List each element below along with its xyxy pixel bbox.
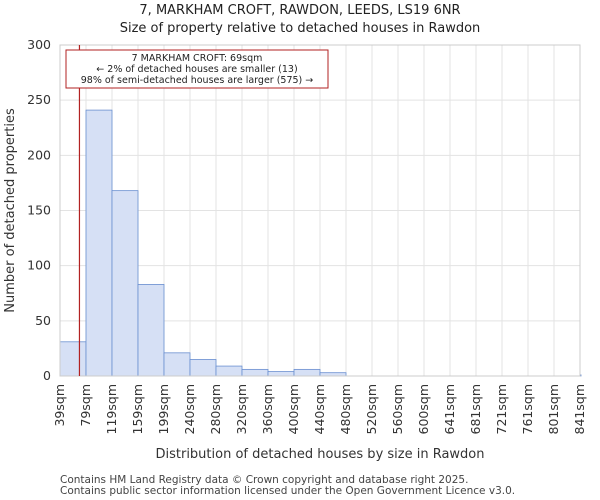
plot-frame [59,44,581,377]
x-tick-label: 560sqm [390,384,405,434]
y-tick-label: 200 [27,147,51,162]
x-tick-label: 681sqm [468,384,483,434]
y-tick-label: 250 [27,92,51,107]
x-tick-label: 600sqm [416,384,431,434]
bar [267,371,295,377]
x-tick-label: 480sqm [338,384,353,434]
x-tick-label: 761sqm [520,384,535,434]
x-tick-label: 440sqm [312,384,327,434]
y-tick-labels: 0 50 100 150 200 250 300 [27,37,51,383]
bars-group [59,109,582,377]
y-tick-label: 50 [35,313,51,328]
bar [85,109,113,377]
x-tick-label: 520sqm [364,384,379,434]
x-tick-label: 320sqm [234,384,249,434]
bar [215,365,243,377]
bar [241,368,269,377]
x-tick-labels: 39sqm 79sqm 119sqm 159sqm 199sqm 240sqm 280sqm… [52,384,587,434]
x-axis-label: Distribution of detached houses by size … [155,447,484,462]
x-tick-label: 280sqm [208,384,223,434]
y-tick-label: 0 [43,368,51,383]
x-tick-label: 641sqm [442,384,457,434]
bar [59,341,87,377]
y-tick-label: 150 [27,203,51,218]
x-tick-label: 240sqm [182,384,197,434]
bar [137,284,165,377]
x-tick-label: 199sqm [156,384,171,434]
x-tick-label: 841sqm [572,384,587,434]
annotation-line: ← 2% of detached houses are smaller (13) [96,64,297,75]
property-marker: 7 MARKHAM CROFT: 69sqm← 2% of detached h… [65,45,329,376]
bar [189,359,217,377]
y-tick-label: 300 [27,37,51,52]
x-tick-label: 39sqm [52,384,67,427]
axes-group [59,44,581,377]
annotation-line: 98% of semi-detached houses are larger (… [81,75,314,86]
chart-title-line2: Size of property relative to detached ho… [119,21,481,36]
x-tick-label: 360sqm [260,384,275,434]
bar [111,190,139,377]
x-tick-label: 119sqm [104,384,119,434]
annotation-box [65,49,329,89]
annotation-line: 7 MARKHAM CROFT: 69sqm [132,53,263,64]
chart-title-line1: 7, MARKHAM CROFT, RAWDON, LEEDS, LS19 6N… [139,3,461,18]
y-axis-label: Number of detached properties [3,108,18,313]
footer-line1: Contains HM Land Registry data © Crown c… [60,474,469,486]
bar [163,352,191,377]
x-tick-label: 400sqm [286,384,301,434]
x-tick-label: 159sqm [130,384,145,434]
y-tick-label: 100 [27,258,51,273]
footer-line2: Contains public sector information licen… [60,485,516,497]
bar [293,368,321,377]
x-tick-label: 721sqm [494,384,509,434]
x-tick-label: 801sqm [546,384,561,434]
x-tick-label: 79sqm [78,384,93,427]
